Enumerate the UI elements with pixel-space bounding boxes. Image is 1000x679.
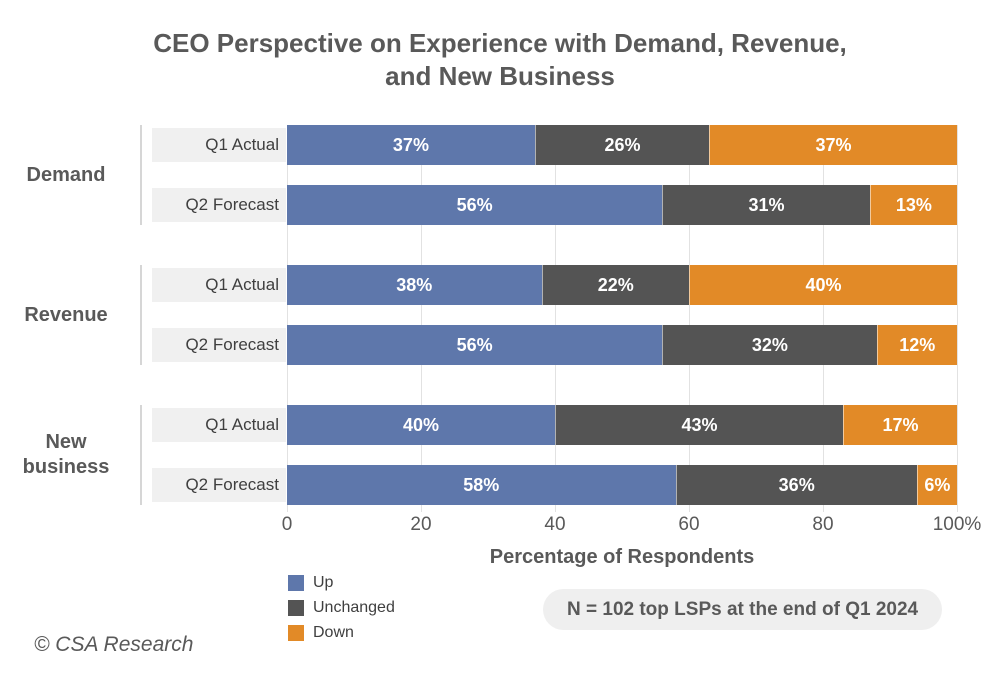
x-tick-label: 40 <box>544 514 565 536</box>
bar-segment-unchanged: 22% <box>542 265 689 305</box>
bar-segment-up: 40% <box>287 405 555 445</box>
legend-swatch-up <box>288 575 304 591</box>
segment-value-label: 22% <box>598 275 634 296</box>
stacked-bar: 40% 43% 17% <box>287 405 957 445</box>
stacked-bar: 38% 22% 40% <box>287 265 957 305</box>
bar-segment-unchanged: 43% <box>555 405 843 445</box>
segment-value-label: 6% <box>924 475 950 496</box>
stacked-bar: 37% 26% 37% <box>287 125 957 165</box>
stacked-bar: 56% 31% 13% <box>287 185 957 225</box>
stacked-bar: 58% 36% 6% <box>287 465 957 505</box>
x-tick-label: 0 <box>282 514 293 536</box>
bar-segment-down: 12% <box>877 325 957 365</box>
bar-segment-unchanged: 36% <box>676 465 917 505</box>
bar-group: RevenueQ1 Actual38%22%40%Q2 Forecast56%3… <box>0 265 1000 365</box>
bar-segment-up: 56% <box>287 185 662 225</box>
legend-item: Up <box>288 570 395 595</box>
bar-segment-up: 56% <box>287 325 662 365</box>
bar-segment-unchanged: 31% <box>662 185 870 225</box>
bar-row: Q1 Actual 38% 22% 40% <box>0 265 1000 305</box>
segment-value-label: 17% <box>883 415 919 436</box>
legend-label: Down <box>313 624 354 642</box>
segment-value-label: 37% <box>393 135 429 156</box>
legend-label: Up <box>313 574 333 592</box>
copyright-footer: © CSA Research <box>34 633 193 657</box>
segment-value-label: 40% <box>805 275 841 296</box>
segment-value-label: 36% <box>779 475 815 496</box>
row-label: Q1 Actual <box>152 268 286 302</box>
bar-segment-unchanged: 32% <box>662 325 876 365</box>
bar-group: DemandQ1 Actual37%26%37%Q2 Forecast56%31… <box>0 125 1000 225</box>
bar-segment-down: 13% <box>870 185 957 225</box>
segment-value-label: 56% <box>457 195 493 216</box>
legend-item: Unchanged <box>288 595 395 620</box>
x-tick-label: 60 <box>678 514 699 536</box>
bar-row: Q1 Actual 40% 43% 17% <box>0 405 1000 445</box>
x-axis-title: Percentage of Respondents <box>287 546 957 569</box>
legend-label: Unchanged <box>313 599 395 617</box>
chart-title-line-2: and New Business <box>0 60 1000 93</box>
bar-segment-unchanged: 26% <box>535 125 709 165</box>
bar-segment-up: 58% <box>287 465 676 505</box>
chart-title: CEO Perspective on Experience with Deman… <box>0 27 1000 93</box>
row-label: Q2 Forecast <box>152 468 286 502</box>
segment-value-label: 26% <box>604 135 640 156</box>
bar-segment-down: 40% <box>689 265 957 305</box>
segment-value-label: 43% <box>682 415 718 436</box>
bar-segment-down: 37% <box>709 125 957 165</box>
segment-value-label: 12% <box>899 335 935 356</box>
bar-segment-down: 6% <box>917 465 957 505</box>
bar-row: Q2 Forecast 56% 31% 13% <box>0 185 1000 225</box>
chart-page: CEO Perspective on Experience with Deman… <box>0 0 1000 679</box>
segment-value-label: 32% <box>752 335 788 356</box>
row-label: Q1 Actual <box>152 408 286 442</box>
segment-value-label: 31% <box>749 195 785 216</box>
segment-value-label: 13% <box>896 195 932 216</box>
segment-value-label: 56% <box>457 335 493 356</box>
bar-segment-down: 17% <box>843 405 957 445</box>
stacked-bar: 56% 32% 12% <box>287 325 957 365</box>
x-tick-label: 20 <box>410 514 431 536</box>
legend-swatch-down <box>288 625 304 641</box>
legend-swatch-unchanged <box>288 600 304 616</box>
bar-segment-up: 38% <box>287 265 542 305</box>
bar-segment-up: 37% <box>287 125 535 165</box>
bar-row: Q2 Forecast 58% 36% 6% <box>0 465 1000 505</box>
bar-group: New businessQ1 Actual40%43%17%Q2 Forecas… <box>0 405 1000 505</box>
row-label: Q2 Forecast <box>152 328 286 362</box>
bar-row: Q2 Forecast 56% 32% 12% <box>0 325 1000 365</box>
segment-value-label: 37% <box>816 135 852 156</box>
sample-size-note: N = 102 top LSPs at the end of Q1 2024 <box>543 589 942 630</box>
segment-value-label: 58% <box>463 475 499 496</box>
segment-value-label: 38% <box>396 275 432 296</box>
bar-row: Q1 Actual 37% 26% 37% <box>0 125 1000 165</box>
row-label: Q1 Actual <box>152 128 286 162</box>
segment-value-label: 40% <box>403 415 439 436</box>
chart-title-line-1: CEO Perspective on Experience with Deman… <box>0 27 1000 60</box>
x-tick-label: 80 <box>812 514 833 536</box>
legend-item: Down <box>288 620 395 645</box>
row-label: Q2 Forecast <box>152 188 286 222</box>
x-tick-label: 100% <box>933 514 982 536</box>
legend: Up Unchanged Down <box>288 570 395 645</box>
